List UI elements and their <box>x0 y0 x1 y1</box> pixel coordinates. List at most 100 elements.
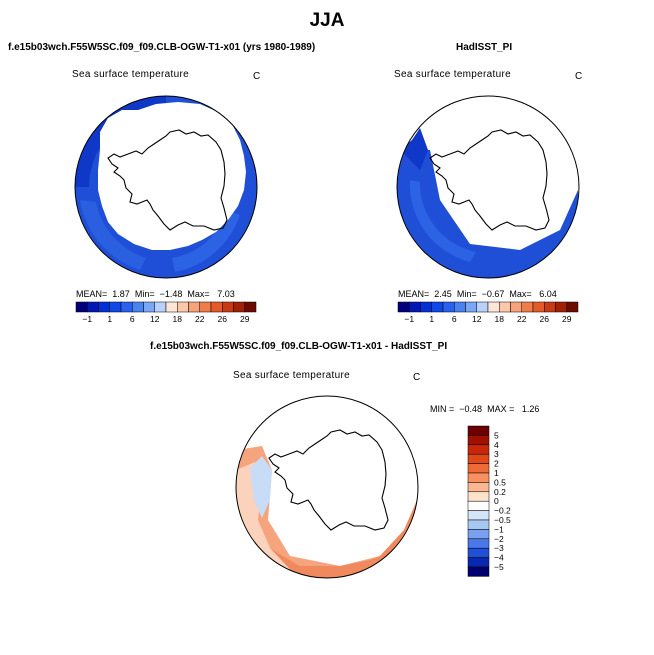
panel2-mean-value: 2.45 <box>434 289 452 299</box>
panel3-map-border <box>235 395 419 579</box>
panel2-colorbar-swatch <box>532 301 545 313</box>
panel2-colorbar-swatch <box>566 301 579 313</box>
panel2-colorbar-tick-label: 26 <box>540 314 550 324</box>
panel2-colorbar-swatch <box>555 301 567 313</box>
panel2-colorbar-swatch <box>521 301 534 313</box>
panel3-colorbar-swatch <box>467 566 490 577</box>
panel2-colorbar-swatch <box>476 301 489 313</box>
panel2-colorbar: −1 1 6 12 18 22 26 29 <box>397 301 579 324</box>
panel1-colorbar-tick-label: 26 <box>218 314 228 324</box>
panel3-colorbar-swatch <box>467 500 490 511</box>
panel3-colorbar-tick-label: 5 <box>494 430 499 440</box>
panel1-max-label: Max= <box>187 289 210 299</box>
panel1-colorbar-tick-label: 22 <box>195 314 205 324</box>
panel2-stats: MEAN= 2.45 Min= −0.67 Max= 6.04 <box>398 289 557 299</box>
panel2-max-value: 6.04 <box>539 289 557 299</box>
panel2-map <box>396 95 580 279</box>
season-title: JJA <box>309 10 345 31</box>
panel2-unit-label: C <box>575 71 583 82</box>
panel1-colorbar-swatch <box>109 301 122 313</box>
panel2-max-label: Max= <box>509 289 532 299</box>
panel1-min-label: Min= <box>134 289 155 299</box>
panel1-colorbar-swatch <box>75 301 88 313</box>
panel3-unit-label: C <box>413 372 421 383</box>
panel1-title: f.e15b03wch.F55W5SC.f09_f09.CLB-OGW-T1-x… <box>8 42 316 53</box>
panel3-colorbar-tick-label: 2 <box>494 459 499 469</box>
panel1-mean-value: 1.87 <box>112 289 130 299</box>
panel2-colorbar-swatch <box>442 301 455 313</box>
panel3-variable-label: Sea surface temperature <box>233 370 350 381</box>
panel1-mean-label: MEAN= <box>76 289 108 299</box>
panel3-colorbar-tick-label: −5 <box>494 562 504 572</box>
panel2-min-label: Min= <box>456 289 477 299</box>
panel3-colorbar-tick-label: −0.5 <box>494 515 511 525</box>
panel2-colorbar-tick-label: −1 <box>404 314 414 324</box>
panel3-colorbar-tick-label: 3 <box>494 449 499 459</box>
panel3-anomaly-field <box>236 446 418 578</box>
panel3-colorbar-tick-label: −1 <box>494 524 504 534</box>
panel1-colorbar-swatch <box>87 301 99 313</box>
panel1-variable-label: Sea surface temperature <box>72 69 189 80</box>
panel2-colorbar-tick-label: 18 <box>495 314 505 324</box>
panel1-colorbar-tick-label: 12 <box>150 314 160 324</box>
panel3-colorbar-tick-label: 4 <box>494 440 499 450</box>
panel1-colorbar-swatch <box>165 301 178 313</box>
panel2-variable-label: Sea surface temperature <box>394 69 511 80</box>
panel2-title: HadISST_PI <box>456 42 513 53</box>
panel3-colorbar-swatch <box>467 482 490 493</box>
panel3-colorbar-swatch <box>467 510 490 521</box>
panel2-colorbar-swatch <box>487 301 500 313</box>
panel3-colorbar-swatch <box>467 435 490 446</box>
panel1-colorbar-swatch <box>154 301 167 313</box>
panel3-colorbar-tick-label: −0.2 <box>494 506 511 516</box>
panel1-map <box>74 95 258 279</box>
panel3-colorbar-swatch <box>467 463 490 474</box>
panel1-colorbar-swatch <box>233 301 245 313</box>
panel3-colorbar-swatch <box>467 425 490 436</box>
panel1-colorbar-swatch <box>210 301 223 313</box>
panel1-colorbar-tick-label: 29 <box>240 314 250 324</box>
panel2-colorbar-swatch <box>454 301 466 313</box>
panel3-colorbar-swatch <box>467 529 490 540</box>
panel3-colorbar-tick-label: 0 <box>494 496 499 506</box>
panel2-colorbar-swatch <box>420 301 432 313</box>
panel3-colorbar-tick-label: −2 <box>494 534 504 544</box>
panel3-colorbar-swatch <box>467 547 490 558</box>
panel2-colorbar-tick-label: 6 <box>452 314 457 324</box>
panel3-colorbar-swatch <box>467 472 490 483</box>
panel1-unit-label: C <box>253 71 261 82</box>
panel3-min-label: MIN = <box>430 404 455 414</box>
panel3-colorbar-tick-label: 1 <box>494 468 499 478</box>
panel1-colorbar-swatch <box>177 301 189 313</box>
panel2-colorbar-tick-label: 12 <box>472 314 482 324</box>
panel1-colorbar-swatch <box>132 301 144 313</box>
panel2-mean-label: MEAN= <box>398 289 430 299</box>
panel2-colorbar-swatch <box>510 301 522 313</box>
panel1-stats: MEAN= 1.87 Min= −1.48 Max= 7.03 <box>76 289 235 299</box>
panel3-colorbar-swatch <box>467 519 490 530</box>
panel1-colorbar-swatch <box>143 301 155 313</box>
panel2-colorbar-swatch <box>465 301 477 313</box>
panel3-map <box>235 395 419 579</box>
panel1-colorbar-swatch <box>120 301 133 313</box>
panel1-colorbar-swatch <box>98 301 110 313</box>
panel3-stats: MIN = −0.48 MAX = 1.26 <box>430 404 539 414</box>
panel1-colorbar-swatch <box>222 301 234 313</box>
panel3-colorbar-swatch <box>467 444 490 455</box>
panel3-colorbar-tick-label: 0.5 <box>494 477 506 487</box>
panel3-colorbar-swatch <box>467 557 490 568</box>
panel2-colorbar-swatch <box>544 301 556 313</box>
panel2-colorbar-tick-label: 1 <box>429 314 434 324</box>
panel1-min-value: −1.48 <box>159 289 183 299</box>
panel2-colorbar-swatch <box>409 301 421 313</box>
panel2-colorbar-tick-label: 22 <box>517 314 527 324</box>
panel1-colorbar-swatch <box>244 301 257 313</box>
panel1-colorbar-swatch <box>188 301 200 313</box>
panel1-sea-ice <box>98 102 246 250</box>
panel3-min-value: −0.48 <box>459 404 483 414</box>
panel2-colorbar-swatch <box>431 301 444 313</box>
panel2-colorbar-tick-label: 29 <box>562 314 572 324</box>
panel1-colorbar-tick-label: −1 <box>82 314 92 324</box>
